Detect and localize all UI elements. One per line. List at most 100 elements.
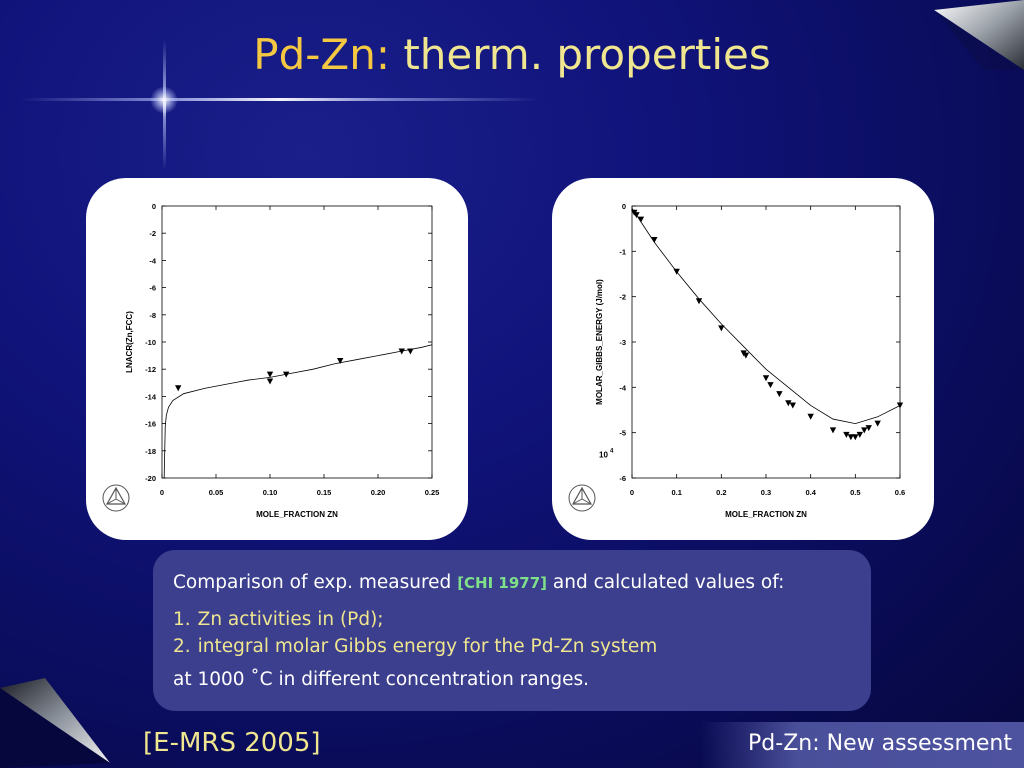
comparison-line: Comparison of exp. measured [CHI 1977] a… (173, 572, 784, 593)
logo-triangle (105, 486, 127, 505)
title-rest: therm. properties (389, 30, 771, 79)
page-curl-top-right-icon (934, 0, 1024, 70)
thermocalc-logo-icon (102, 484, 130, 512)
logo-triangle (571, 486, 593, 505)
data-point (651, 237, 658, 243)
x-tick-label: 0.20 (371, 488, 386, 497)
plot-frame (161, 205, 433, 479)
page-title: Pd-Zn: therm. properties (0, 30, 1024, 79)
x-tick-label: 0.6 (895, 488, 905, 497)
description-box: Comparison of exp. measured [CHI 1977] a… (153, 550, 871, 711)
lens-flare-center (150, 86, 178, 114)
x-tick-label: 0.5 (850, 488, 860, 497)
gibbs-energy-chart: 0 -1 -2 -3 -4 -5 -6 0 0.1 0.2 0.3 0.4 0.5 0.6 MOLE_FRA… (568, 202, 905, 519)
y-tick-label: 0 (622, 202, 626, 211)
y-tick-label: -1 (619, 247, 626, 256)
x-tick-label: 0.3 (761, 488, 771, 497)
x-tick-label: 0 (160, 488, 164, 497)
y-tick-label: -10 (145, 338, 156, 347)
reference-citation: [CHI 1977] (457, 574, 548, 592)
list-item: 2. integral molar Gibbs energy for the Pd… (173, 633, 657, 660)
numbered-list: 1. Zn activities in (Pd); 2. integral mola… (173, 606, 657, 660)
list-item-text: integral molar Gibbs energy for the Pd-Z… (197, 636, 658, 657)
y-tick-label: -18 (145, 447, 156, 456)
x-axis-label: MOLE_FRACTION ZN (725, 510, 807, 519)
y-tick-label: -14 (145, 392, 157, 401)
chart-panel-activity: 0 -2 -4 -6 -8 -10 -12 -14 -16 -18 -20 0 0.05 0.10 0.15… (86, 178, 468, 540)
data-point (856, 431, 863, 438)
data-point (852, 434, 859, 441)
data-point (337, 358, 344, 365)
data-point (785, 400, 792, 407)
footer-conference: [E-MRS 2005] (143, 728, 321, 758)
data-point (896, 402, 904, 409)
list-item-text: Zn activities in (Pd); (197, 609, 384, 630)
data-point (847, 434, 855, 441)
x-tick-label: 0.4 (805, 488, 816, 497)
x-tick-label: 0.05 (209, 488, 224, 497)
data-point (695, 298, 703, 305)
list-item-number: 2. (173, 636, 191, 657)
data-point (776, 391, 783, 398)
data-point (843, 431, 850, 438)
temperature-line: at 1000 ˚C in different concentration ra… (173, 669, 589, 690)
data-point (829, 427, 837, 434)
y-scale-exponent: 4 (610, 449, 614, 455)
logo-lines (106, 488, 126, 505)
calculated-line (631, 208, 901, 425)
data-point (398, 348, 405, 355)
data-point (789, 402, 796, 409)
data-point (637, 216, 645, 223)
data-point (861, 427, 868, 434)
y-tick-label: -5 (619, 429, 626, 438)
x-tick-label: 0.15 (317, 488, 332, 497)
data-point (633, 212, 640, 219)
y-tick-label: -8 (149, 311, 156, 320)
y-scale-label: 10 (599, 451, 608, 460)
title-prefix: Pd-Zn: (253, 30, 390, 79)
data-point (175, 385, 182, 392)
y-tick-label: -20 (145, 474, 156, 483)
x-tick-label: 0.25 (425, 488, 440, 497)
chart-panel-gibbs: 0 -1 -2 -3 -4 -5 -6 0 0.1 0.2 0.3 0.4 0.5 0.6 MOLE_FRA… (552, 178, 934, 540)
y-tick-label: -2 (149, 229, 156, 238)
footer-bar (700, 722, 1024, 768)
data-point (718, 325, 725, 332)
y-tick-label: -6 (619, 474, 626, 483)
y-tick-label: -12 (145, 365, 156, 374)
y-axis-label: LNACR(Zn,FCC) (125, 311, 134, 373)
comparison-pre: Comparison of exp. measured (173, 572, 458, 593)
y-tick-label: 0 (152, 202, 156, 211)
data-point (874, 420, 881, 427)
y-tick-label: -3 (619, 338, 626, 347)
page-curl-bottom-left-icon (0, 678, 110, 768)
data-point (266, 371, 274, 378)
x-tick-label: 0.10 (263, 488, 278, 497)
lens-flare-horizontal (20, 98, 540, 101)
x-axis-label: MOLE_FRACTION ZN (256, 510, 338, 519)
data-point (283, 371, 290, 378)
thermocalc-logo-icon (568, 484, 596, 512)
data-point (767, 382, 774, 389)
data-point (865, 425, 872, 432)
x-tick-label: 0 (630, 488, 634, 497)
comparison-post: and calculated values of: (547, 572, 785, 593)
data-point (266, 378, 274, 385)
y-tick-label: -4 (619, 383, 626, 392)
data-point (807, 413, 814, 420)
footer-subtitle: Pd-Zn: New assessment (748, 731, 1012, 756)
y-tick-label: -6 (149, 284, 156, 293)
list-item: 1. Zn activities in (Pd); (173, 606, 657, 633)
y-tick-label: -2 (619, 293, 626, 302)
list-item-number: 1. (173, 609, 191, 630)
y-tick-label: -16 (145, 420, 156, 429)
y-tick-label: -4 (149, 256, 156, 265)
calculated-line (163, 344, 433, 479)
data-point (742, 352, 750, 359)
activity-chart: 0 -2 -4 -6 -8 -10 -12 -14 -16 -18 -20 0 0.05 0.10 0.15… (102, 202, 440, 519)
logo-lines (572, 488, 592, 505)
data-point (762, 375, 770, 382)
x-tick-label: 0.2 (716, 488, 726, 497)
y-axis-label: MOLAR_GIBBS_ENERGY (J/mol) (595, 279, 604, 405)
data-point (673, 268, 680, 275)
